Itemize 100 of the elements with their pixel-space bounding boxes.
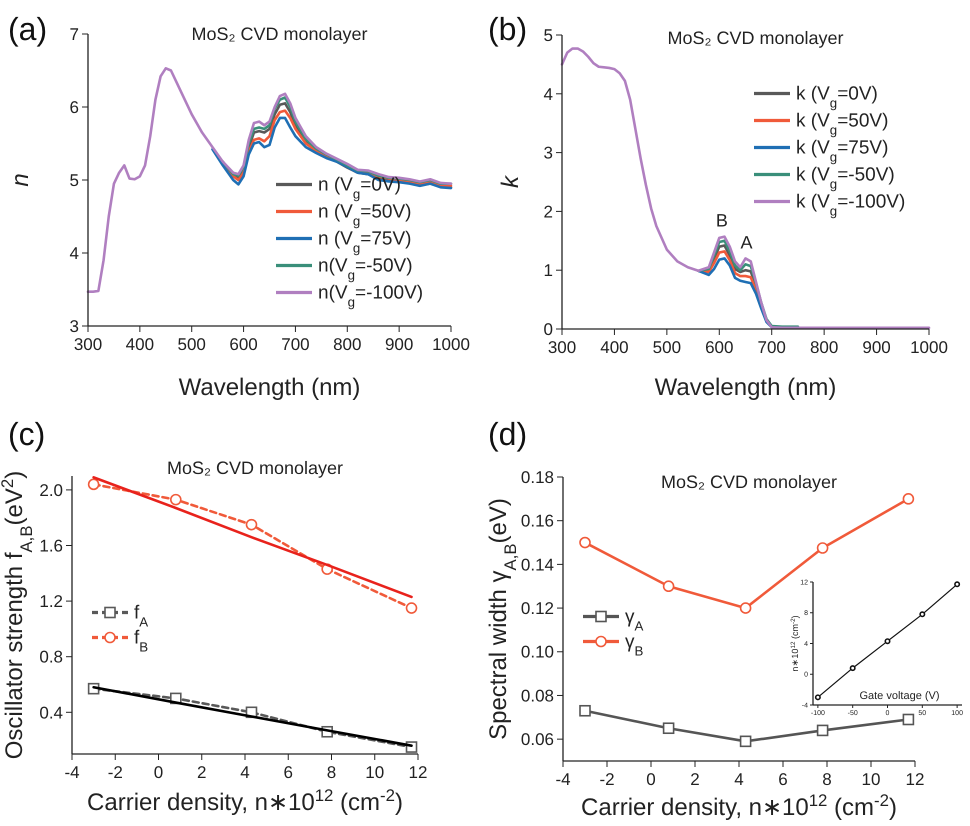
y-tick-label: 7 (70, 24, 79, 44)
x-tick-label: 10 (365, 763, 384, 782)
y-tick-label: 0.06 (520, 730, 554, 750)
x-axis-title: Wavelength (nm) (178, 374, 360, 401)
legend-label: n (V$_{g}$=50V) (318, 201, 412, 228)
point (579, 704, 591, 717)
legend-label: k (V$_{g}$=75V) (796, 137, 888, 164)
point (406, 602, 418, 614)
legend-label: k (V$_{g}$=0V) (796, 83, 878, 110)
legend-label: γ$_{B}$ (625, 631, 644, 658)
x-tick-label: 700 (281, 335, 310, 354)
y-tick-label: 3 (544, 144, 553, 163)
chart-title: MoS₂ CVD monolayer (191, 24, 368, 44)
point (662, 580, 674, 592)
y-tick-label: 1.2 (39, 592, 63, 612)
x-tick-label: 800 (333, 335, 362, 354)
x-tick-label: 1000 (910, 338, 948, 357)
legend-label: k (V$_{g}$=-100V) (796, 191, 906, 218)
text: (a) (8, 11, 48, 47)
legend-label: n(V$_{g}$=-50V) (318, 255, 413, 282)
annotation: B (716, 210, 728, 231)
point (814, 694, 821, 700)
y-tick-label: 0 (544, 320, 553, 339)
x-tick-label: 700 (758, 338, 786, 357)
x-tick-label: 6 (284, 763, 293, 782)
point (170, 494, 182, 506)
point (816, 542, 828, 554)
legend-label: f$_{B}$ (134, 627, 148, 654)
x-tick-label: 500 (178, 335, 206, 354)
x-tick-label: -2 (108, 763, 123, 782)
x-tick-label: 600 (229, 335, 258, 354)
x-tick-label: 300 (548, 338, 576, 357)
x-tick-label: 900 (384, 335, 414, 354)
x-tick-label: 0 (646, 770, 656, 789)
chart-title: MoS₂ CVD monolayer (660, 472, 838, 492)
y-tick-label: 0.10 (520, 642, 554, 662)
annotation: A (740, 232, 753, 252)
y-tick-label: 5 (70, 170, 79, 190)
x-tick-label: 400 (126, 335, 154, 354)
point (902, 714, 914, 726)
y-axis-title: k (497, 174, 524, 188)
y-tick-label: 0.12 (520, 599, 554, 618)
legend-label: k (V$_{g}$=50V) (796, 110, 888, 137)
y-tick-label: 1.6 (39, 536, 63, 556)
y-tick-label: 4 (70, 244, 79, 263)
y-tick-label: 0.8 (39, 648, 63, 667)
x-tick-label: 900 (862, 338, 891, 357)
x-tick-label: 8 (822, 770, 832, 789)
y-tick-label: 2 (544, 202, 553, 222)
legend-label: n(V$_{g}$=-100V) (318, 282, 424, 309)
x-tick-label: -4 (555, 770, 571, 789)
point (579, 536, 591, 548)
point (884, 638, 890, 644)
point (246, 518, 258, 530)
y-axis-title: n (7, 173, 34, 187)
y-tick-label: 0.16 (520, 512, 554, 531)
chart-title: MoS₂ CVD monolayer (166, 458, 344, 478)
y-tick-label: 4 (544, 84, 553, 104)
y-tick-label: 5 (544, 26, 553, 45)
x-tick-label: 500 (652, 338, 682, 357)
legend-label: k (V$_{g}$=-50V) (796, 164, 895, 191)
text: (b) (488, 11, 528, 47)
text: (c) (8, 416, 46, 452)
x-tick-label: 4 (734, 770, 744, 789)
point (902, 493, 914, 505)
y-tick-label: 3 (70, 316, 79, 336)
x-tick-label: 400 (600, 338, 629, 357)
point (662, 722, 674, 734)
y-tick-label: 1 (544, 261, 553, 280)
x-tick-label: 2 (197, 763, 206, 782)
x-tick-label: 4 (240, 763, 250, 782)
x-axis-title: Carrier density, n∗10$^{12}$ (cm$^{-2}$) (87, 786, 403, 816)
point (954, 581, 960, 588)
x-tick-label: 1000 (432, 335, 470, 354)
point (850, 665, 856, 672)
text: (d) (488, 416, 528, 452)
point (919, 611, 926, 618)
x-tick-label: 12 (906, 770, 924, 789)
x-tick-label: 600 (705, 338, 734, 357)
legend-label: f$_{A}$ (134, 602, 148, 629)
point (740, 736, 752, 748)
x-tick-label: 0 (154, 763, 164, 782)
y-tick-label: 6 (70, 98, 79, 117)
x-axis-title: Carrier density, n∗10$^{12}$ (cm$^{-2}$) (581, 790, 897, 821)
point (88, 478, 100, 490)
x-tick-label: 300 (74, 335, 102, 354)
x-axis-title: Gate voltage (V) (859, 690, 940, 702)
x-tick-label: 8 (326, 763, 336, 782)
x-tick-label: 800 (810, 338, 838, 357)
legend-label: n (V$_{g}$=75V) (318, 228, 412, 255)
x-tick-label: 12 (408, 763, 428, 782)
y-tick-label: 0.08 (520, 686, 554, 706)
y-tick-label: 0.18 (520, 468, 554, 487)
point (740, 602, 752, 614)
chart-title: MoS₂ CVD monolayer (667, 28, 844, 48)
x-tick-label: 2 (690, 770, 700, 789)
x-tick-label: 10 (862, 770, 880, 789)
line-series (92, 476, 413, 598)
legend-label: γ$_{A}$ (625, 606, 644, 633)
y-tick-label: 2.0 (39, 480, 63, 500)
